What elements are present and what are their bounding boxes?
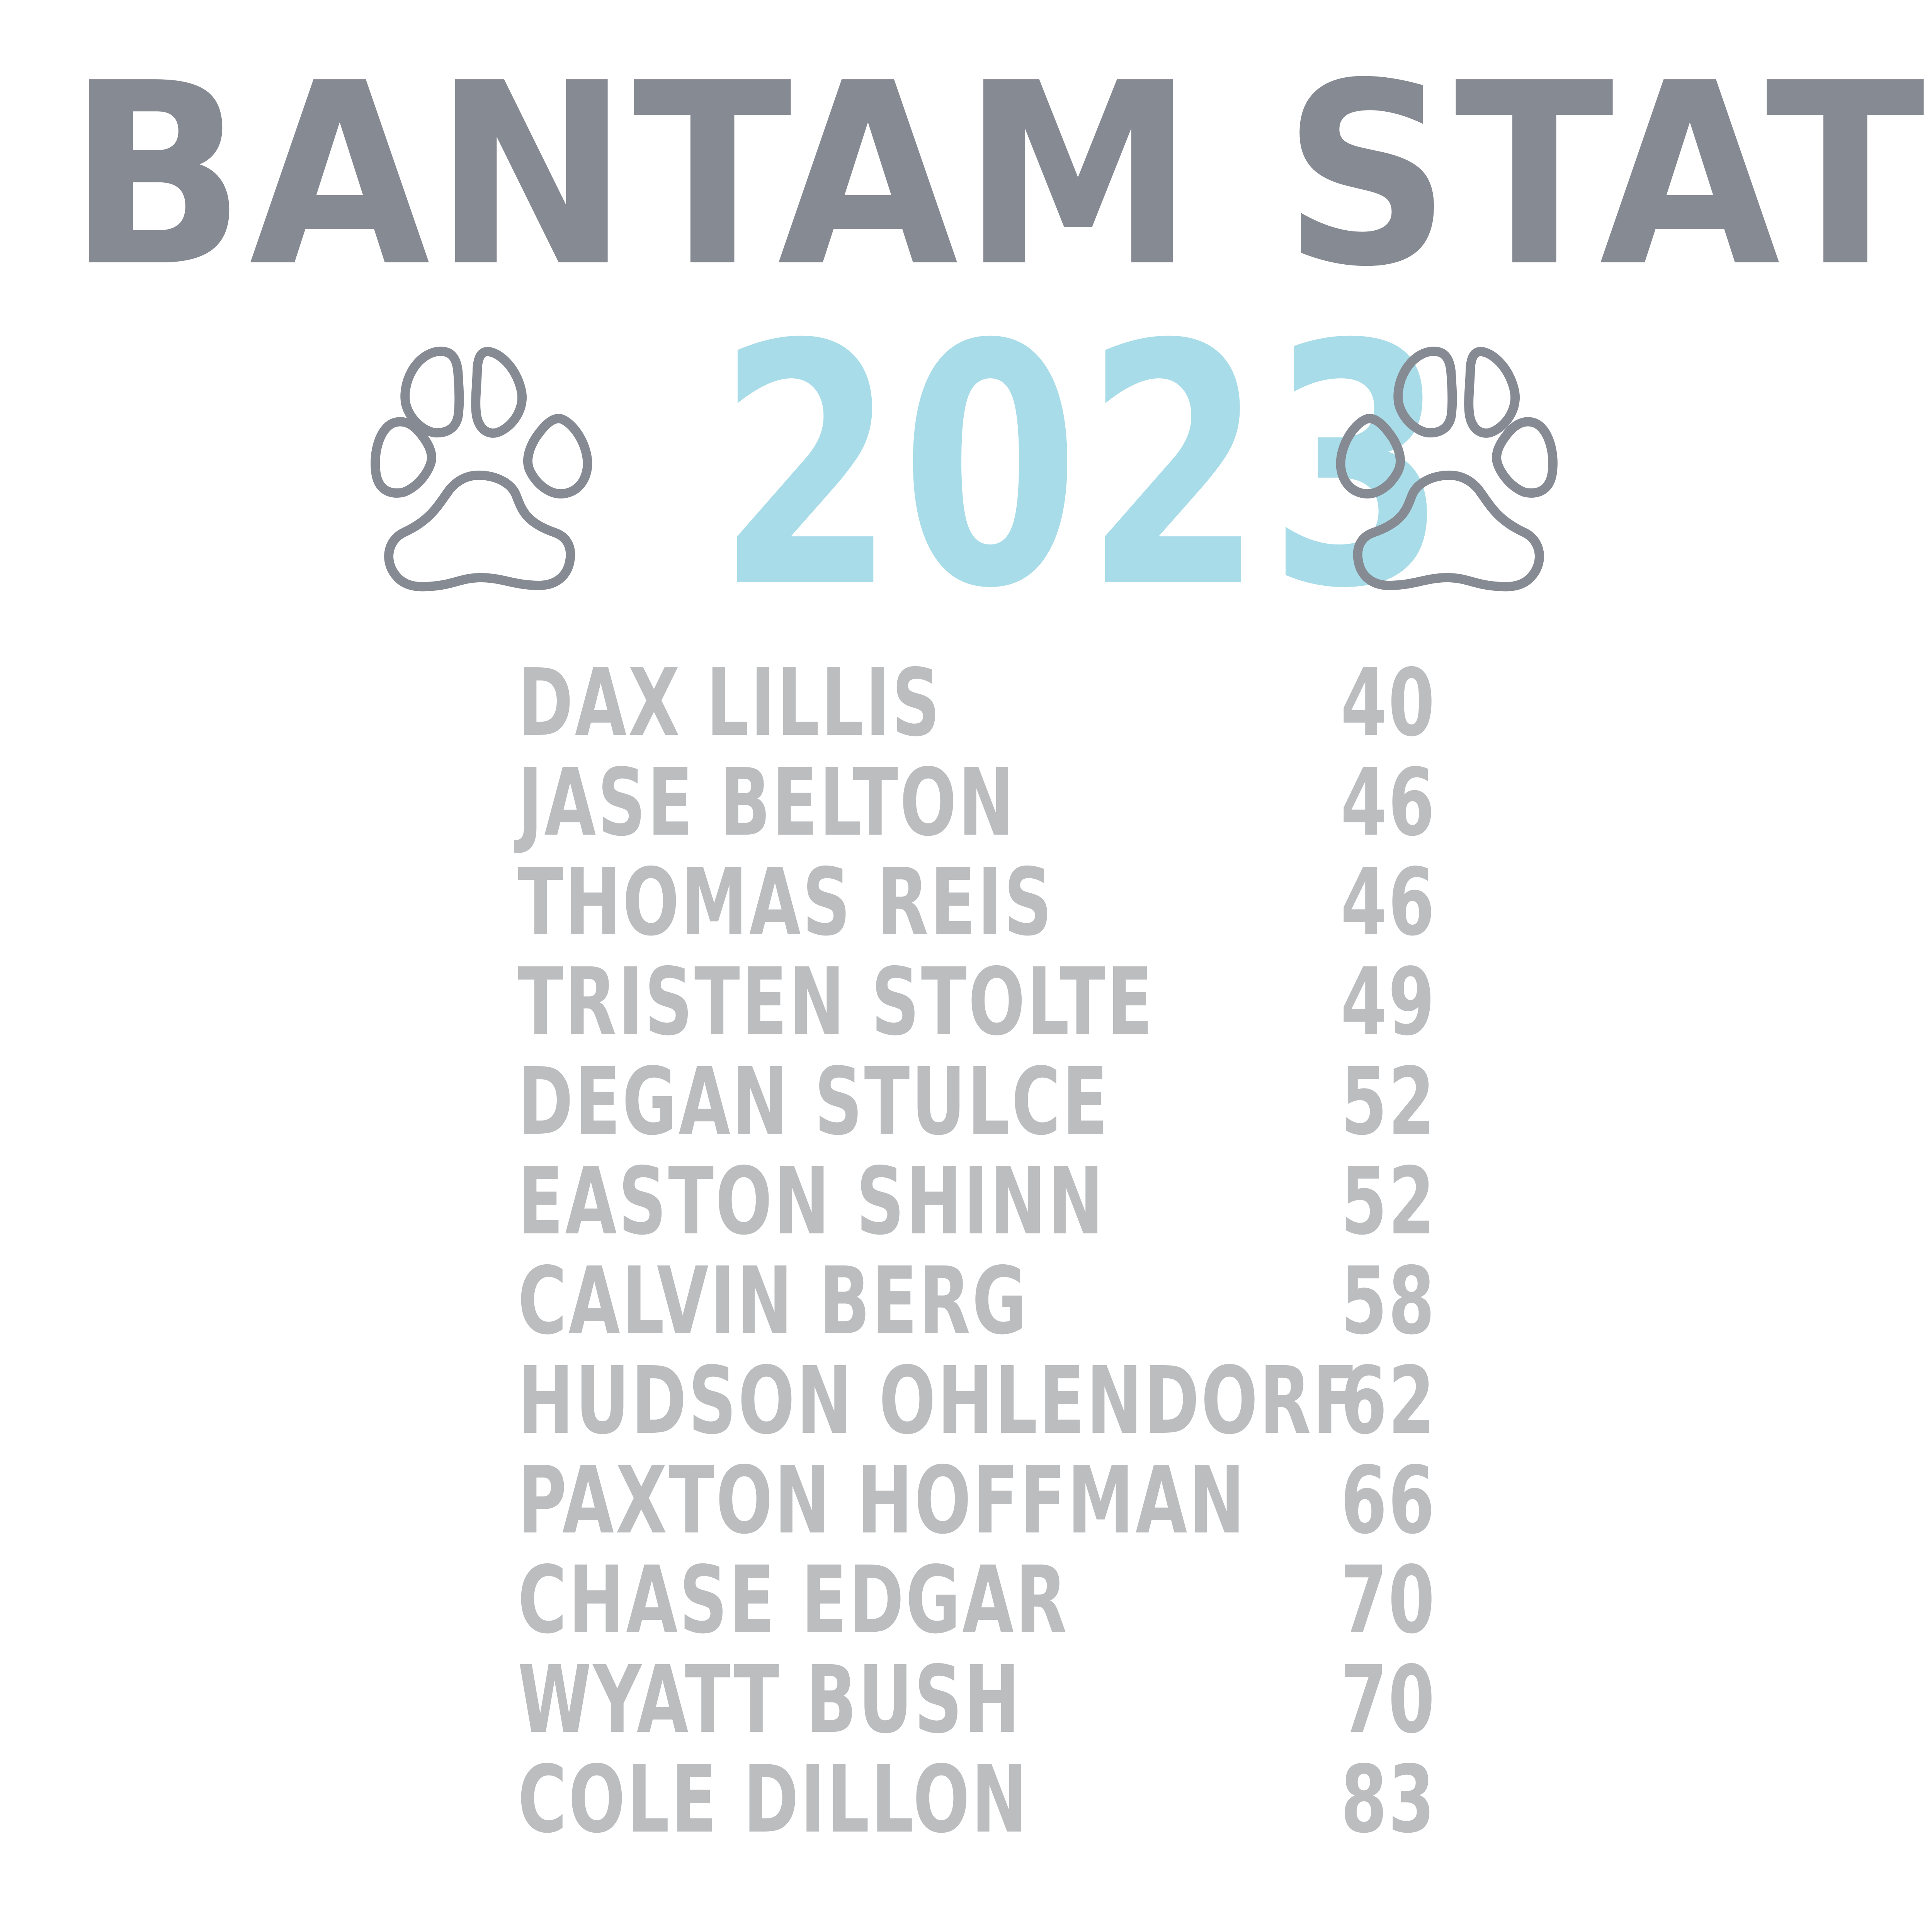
player-number: 66 <box>1340 1446 1436 1554</box>
player-number: 70 <box>1340 1646 1436 1754</box>
roster-row: DEGAN STULCE 52 <box>518 1048 1436 1156</box>
roster-row: CALVIN BERG 58 <box>518 1247 1436 1355</box>
roster-row: COLE DILLON 83 <box>518 1745 1436 1854</box>
player-number: 83 <box>1340 1745 1436 1854</box>
player-number: 49 <box>1340 948 1436 1056</box>
player-number: 52 <box>1340 1048 1436 1156</box>
roster-row: THOMAS REIS 46 <box>518 848 1436 956</box>
paw-print-icon <box>371 347 592 592</box>
roster-row: CHASE EDGAR 70 <box>518 1546 1436 1654</box>
player-name: CALVIN BERG <box>518 1247 1029 1355</box>
player-number: 52 <box>1340 1147 1436 1255</box>
player-name: COLE DILLON <box>518 1745 1029 1854</box>
paw-print-icon <box>1336 347 1558 592</box>
player-name: TRISTEN STOLTE <box>518 948 1155 1056</box>
player-number: 58 <box>1340 1247 1436 1355</box>
roster-list: DAX LILLIS 40 JASE BELTON 46 THOMAS REIS… <box>518 649 1436 1854</box>
season-year: 2023 <box>717 274 1452 661</box>
player-name: JASE BELTON <box>518 748 1016 857</box>
player-name: EASTON SHINN <box>518 1147 1105 1255</box>
player-name: THOMAS REIS <box>518 848 1054 956</box>
player-name: PAXTON HOFFMAN <box>518 1446 1247 1554</box>
player-name: DEGAN STULCE <box>518 1048 1110 1156</box>
player-number: 62 <box>1340 1347 1436 1455</box>
roster-row: WYATT BUSH 70 <box>518 1646 1436 1754</box>
roster-row: JASE BELTON 46 <box>518 748 1436 857</box>
player-name: CHASE EDGAR <box>518 1546 1069 1654</box>
poster-title: BANTAM STATE <box>68 30 1932 322</box>
player-name: DAX LILLIS <box>518 649 942 757</box>
roster-row: EASTON SHINN 52 <box>518 1147 1436 1255</box>
player-number: 70 <box>1340 1546 1436 1654</box>
player-name: WYATT BUSH <box>518 1646 1022 1754</box>
player-number: 40 <box>1340 649 1436 757</box>
roster-row: HUDSON OHLENDORF 62 <box>518 1347 1436 1455</box>
player-name: HUDSON OHLENDORF <box>518 1347 1360 1455</box>
roster-row: PAXTON HOFFMAN 66 <box>518 1446 1436 1554</box>
roster-row: TRISTEN STOLTE 49 <box>518 948 1436 1056</box>
player-number: 46 <box>1340 848 1436 956</box>
player-number: 46 <box>1340 748 1436 857</box>
roster-row: DAX LILLIS 40 <box>518 649 1436 757</box>
